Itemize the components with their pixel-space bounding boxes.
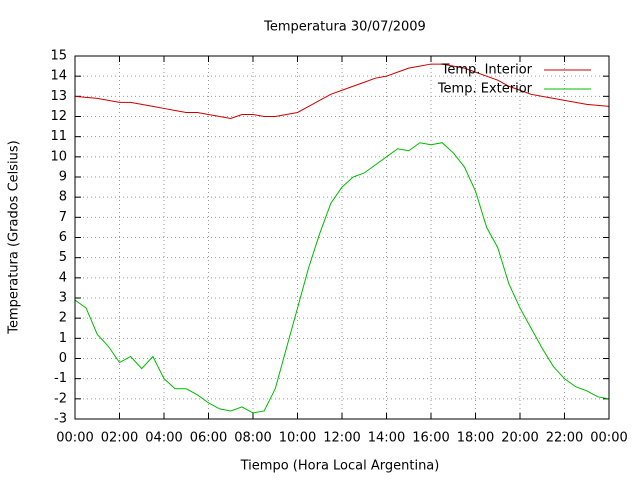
y-tick-label: 10 — [50, 149, 67, 164]
x-tick-label: 18:00 — [457, 431, 494, 446]
x-tick-label: 10:00 — [279, 431, 316, 446]
y-tick-label: 3 — [59, 291, 67, 306]
legend-label: Temp. Exterior — [437, 82, 533, 97]
y-tick-label: 0 — [59, 351, 67, 366]
y-tick-label: 8 — [59, 190, 67, 205]
x-tick-label: 12:00 — [323, 431, 360, 446]
y-tick-label: 1 — [59, 331, 67, 346]
x-tick-label: 14:00 — [368, 431, 405, 446]
y-tick-label: -3 — [54, 412, 67, 427]
x-tick-label: 22:00 — [546, 431, 583, 446]
y-axis-label: Temperatura (Grados Celsius) — [7, 140, 22, 334]
x-tick-label: 00:00 — [56, 431, 93, 446]
x-tick-label: 02:00 — [101, 431, 138, 446]
x-tick-label: 16:00 — [412, 431, 449, 446]
y-tick-label: 12 — [50, 109, 67, 124]
y-tick-label: 6 — [59, 230, 67, 245]
plot-border — [74, 55, 610, 420]
x-tick-label: 06:00 — [190, 431, 227, 446]
x-tick-label: 08:00 — [234, 431, 271, 446]
chart-title: Temperatura 30/07/2009 — [263, 20, 426, 35]
series-line — [74, 142, 610, 414]
y-tick-label: 15 — [50, 49, 67, 64]
y-tick-label: 2 — [59, 311, 67, 326]
x-axis-label: Tiempo (Hora Local Argentina) — [240, 459, 440, 474]
y-tick-label: 9 — [59, 170, 67, 185]
series-line — [74, 63, 610, 120]
x-tick-label: 04:00 — [145, 431, 182, 446]
y-tick-label: 11 — [50, 129, 67, 144]
y-tick-label: 4 — [59, 270, 67, 285]
y-tick-label: 5 — [59, 250, 67, 265]
y-tick-label: 14 — [50, 69, 67, 84]
y-tick-label: 7 — [59, 210, 67, 225]
y-tick-label: -1 — [54, 371, 67, 386]
legend-label: Temp. Interior — [441, 63, 533, 78]
x-tick-label: 00:00 — [590, 431, 627, 446]
y-tick-label: 13 — [50, 89, 67, 104]
x-tick-label: 20:00 — [501, 431, 538, 446]
y-tick-label: -2 — [54, 391, 67, 406]
